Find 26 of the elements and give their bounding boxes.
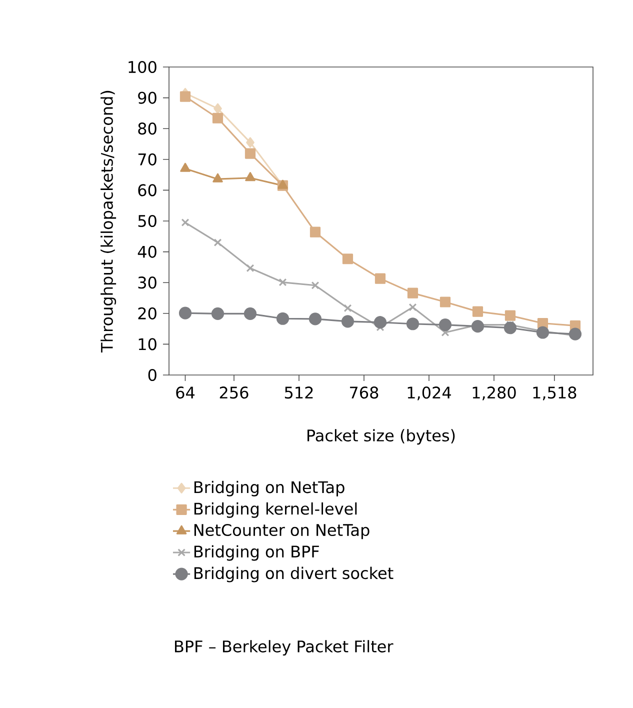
- legend-label: Bridging on NetTap: [194, 480, 344, 496]
- legend-label: Bridging on divert socket: [194, 566, 394, 582]
- legend-label: Bridging kernel-level: [194, 502, 357, 518]
- x-tick-label: 1,024: [408, 386, 451, 400]
- x-tick-label: 768: [350, 386, 378, 399]
- text: BPF – Berkeley Packet Filter: [175, 640, 394, 656]
- y-tick-label: 0: [148, 368, 156, 382]
- y-tick-label: 100: [128, 60, 156, 74]
- y-axis-title: Throughput (kilopackets/second): [100, 90, 116, 352]
- y-tick-label: 60: [138, 184, 156, 196]
- legend-label: NetCounter on NetTap: [194, 524, 370, 540]
- y-tick-label: 40: [138, 246, 156, 258]
- x-tick-label: 64: [176, 386, 195, 399]
- y-tick-label: 80: [138, 122, 156, 135]
- y-tick-label: 90: [138, 92, 156, 104]
- x-tick-label: 256: [220, 386, 248, 399]
- x-axis-title: Packet size (bytes): [308, 429, 455, 445]
- y-tick-label: 20: [138, 307, 156, 320]
- legend-label: Bridging on BPF: [194, 545, 319, 561]
- x-tick-label: 1,518: [533, 386, 576, 400]
- y-tick-label: 70: [138, 153, 156, 166]
- x-tick-label: 1,280: [472, 386, 516, 400]
- y-tick-label: 10: [138, 338, 156, 350]
- y-tick-label: 30: [138, 276, 156, 289]
- x-tick-label: 512: [284, 386, 313, 399]
- y-tick-label: 50: [138, 214, 156, 228]
